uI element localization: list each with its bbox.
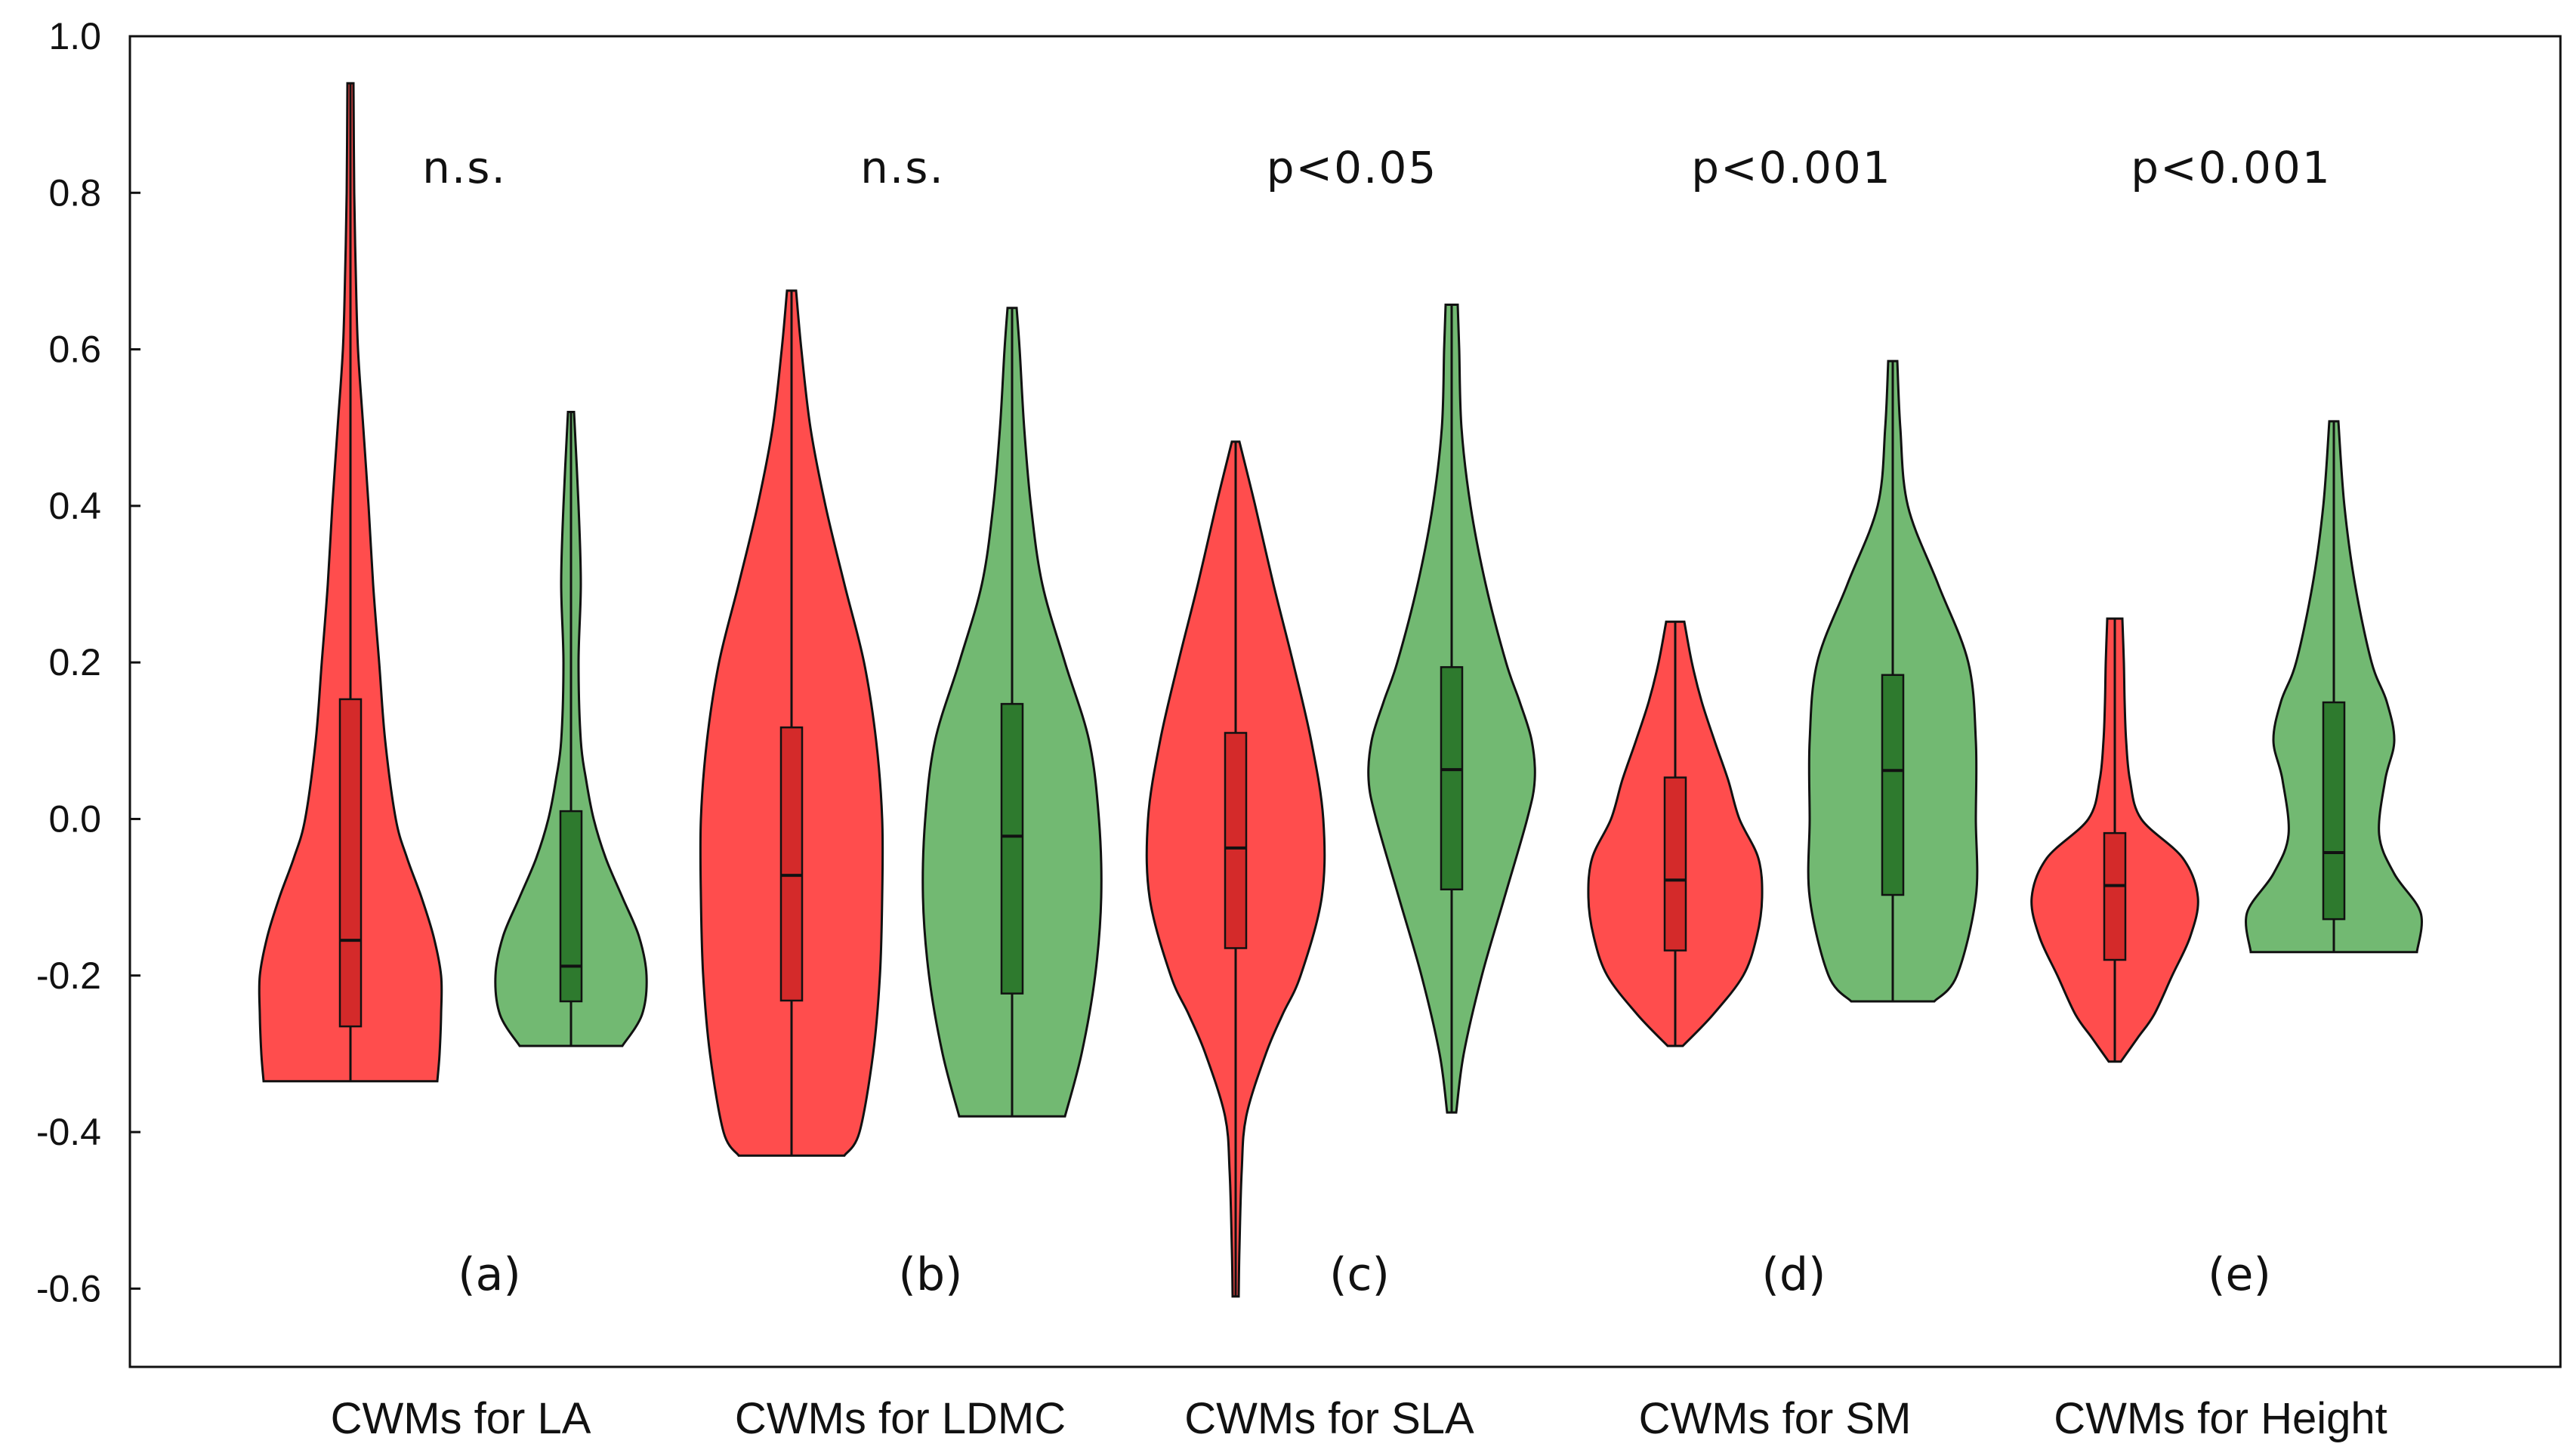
significance-label: p<0.001 — [1691, 142, 1891, 193]
violin-red-4 — [1587, 620, 1764, 1047]
panel-label: (d) — [1762, 1248, 1826, 1301]
violin-red-4-iqr-box — [1663, 776, 1687, 952]
panel-label: (a) — [458, 1248, 521, 1301]
violin-red-3-iqr-box — [1224, 732, 1248, 949]
y-tick-label: 0.8 — [48, 171, 101, 214]
significance-label: n.s. — [860, 142, 945, 193]
violin-green-1 — [494, 411, 648, 1047]
violin-red-5-iqr-box — [2103, 831, 2127, 961]
violin-green-2-iqr-box — [1000, 702, 1024, 995]
category-label: CWMs for SM — [1639, 1394, 1912, 1443]
violin-green-3-iqr-box — [1440, 666, 1464, 891]
violin-red-2-iqr-box — [779, 726, 804, 1002]
category-label: CWMs for SLA — [1184, 1394, 1474, 1443]
violin-green-4-iqr-box — [1881, 674, 1905, 896]
y-tick-label: 0.0 — [48, 797, 101, 840]
violin-red-3 — [1145, 440, 1326, 1298]
category-label: CWMs for LA — [331, 1394, 591, 1443]
y-axis: 1.0 0.8 0.6 0.4 0.2 0.0 -0.2 -0.4 -0.6 — [36, 15, 140, 1309]
y-tick-label: 0.2 — [48, 641, 101, 683]
violin-green-5-iqr-box — [2322, 701, 2346, 921]
significance-label: p<0.001 — [2131, 142, 2331, 193]
violin-green-2 — [921, 307, 1103, 1118]
y-tick-label: 0.4 — [48, 485, 101, 527]
violin-green-4 — [1807, 359, 1979, 1003]
significance-label: n.s. — [422, 142, 507, 193]
y-tick-label: -0.6 — [36, 1267, 101, 1309]
violin-green-5 — [2245, 420, 2423, 954]
violin-red-1 — [258, 82, 443, 1083]
violin-red-2 — [699, 289, 884, 1157]
panel-label: (e) — [2208, 1248, 2271, 1301]
violins — [258, 82, 2423, 1298]
y-tick-label: 1.0 — [48, 15, 101, 57]
y-tick-label: 0.6 — [48, 329, 101, 371]
y-tick-label: -0.4 — [36, 1111, 101, 1153]
category-label: CWMs for Height — [2054, 1394, 2387, 1443]
violin-red-5 — [2030, 617, 2199, 1063]
annotations: CWMs for LA CWMs for LDMC CWMs for SLA CWMs… — [331, 142, 2387, 1443]
violin-green-1-iqr-box — [559, 810, 583, 1003]
category-label: CWMs for LDMC — [735, 1394, 1066, 1443]
violin-red-1-iqr-box — [338, 698, 363, 1028]
violin-green-3 — [1367, 304, 1536, 1114]
significance-label: p<0.05 — [1267, 142, 1438, 193]
panel-label: (c) — [1329, 1248, 1390, 1301]
y-tick-label: -0.2 — [36, 955, 101, 997]
panel-label: (b) — [899, 1248, 963, 1301]
plot-frame — [128, 35, 2562, 1368]
